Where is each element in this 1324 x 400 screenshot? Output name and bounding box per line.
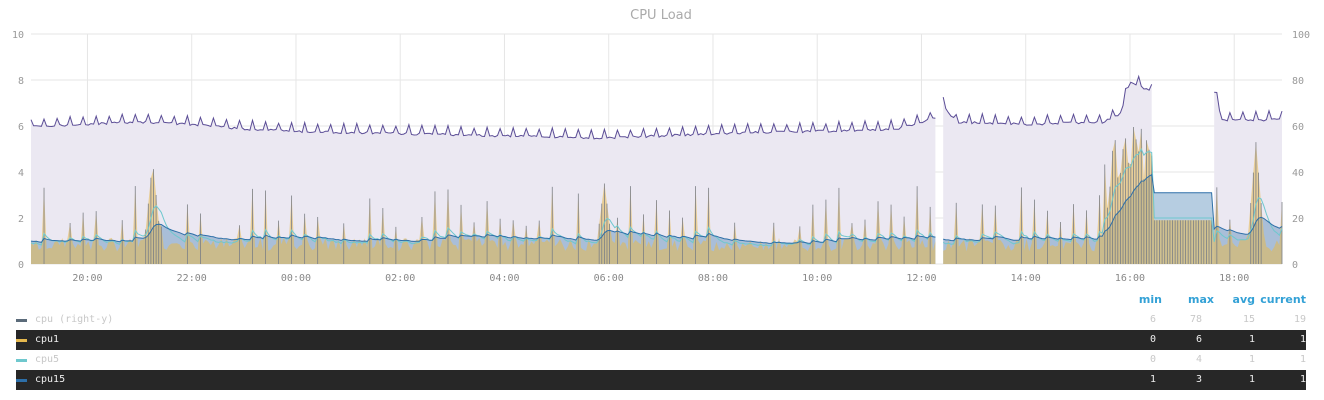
chart-title[interactable]: CPU Load	[630, 8, 692, 23]
x-tick-label: 10:00	[802, 273, 832, 284]
x-tick-label: 20:00	[72, 273, 102, 284]
legend-label-cpu5[interactable]: cpu5	[35, 354, 60, 365]
legend-current-cpu1: 1	[1299, 334, 1306, 345]
axis-labels: 0 0 2 20 4 40 6 60 8 80 10 100 20:00 22:00 00:00 02:00 0…	[12, 30, 1310, 284]
x-tick-label: 18:00	[1219, 273, 1249, 284]
legend-swatch-cpu15[interactable]	[16, 379, 27, 382]
legend-avg-cpu: 15	[1242, 314, 1255, 325]
legend-swatch-cpu5[interactable]	[16, 359, 27, 362]
legend-header: min max avg current	[16, 292, 1306, 310]
legend-row-cpu1[interactable]: cpu1 0 6 1 1	[16, 330, 1306, 350]
x-tick-label: 16:00	[1115, 273, 1145, 284]
series-cpu-line	[30, 111, 936, 140]
legend-current-cpu15: 1	[1299, 374, 1306, 385]
legend-table: min max avg current cpu (right-y) 6 78 1…	[16, 292, 1306, 390]
y-right-tick-label: 0	[1292, 260, 1298, 271]
legend-swatch-cpu1[interactable]	[16, 339, 27, 342]
y-left-tick-label: 6	[18, 122, 24, 133]
legend-label-cpu1[interactable]: cpu1	[35, 334, 60, 345]
y-left-tick-label: 8	[18, 76, 24, 87]
y-right-tick-label: 60	[1292, 122, 1304, 133]
y-right-tick-label: 80	[1292, 76, 1304, 87]
x-tick-label: 06:00	[594, 273, 624, 284]
legend-label-cpu15[interactable]: cpu15	[35, 374, 66, 385]
x-tick-label: 22:00	[177, 273, 207, 284]
legend-current-cpu: 19	[1293, 314, 1306, 325]
x-tick-label: 00:00	[281, 273, 311, 284]
x-tick-label: 14:00	[1011, 273, 1041, 284]
x-tick-label: 04:00	[489, 273, 519, 284]
y-left-tick-label: 4	[18, 168, 24, 179]
legend-row-cpu5[interactable]: cpu5 0 4 1 1	[16, 350, 1306, 370]
x-tick-label: 08:00	[698, 273, 728, 284]
legend-row-cpu15[interactable]: cpu15 1 3 1 1	[16, 370, 1306, 390]
series-cpu15-line	[943, 173, 1283, 242]
legend-min-cpu: 6	[1149, 314, 1156, 325]
legend-label-cpu[interactable]: cpu (right-y)	[35, 314, 114, 325]
legend-avg-cpu1: 1	[1248, 334, 1255, 345]
legend-max-cpu1: 6	[1195, 334, 1202, 345]
legend-row-cpu[interactable]: cpu (right-y) 6 78 15 19	[16, 310, 1306, 330]
legend-max-cpu5: 4	[1195, 354, 1202, 365]
legend-swatch-cpu[interactable]	[16, 319, 27, 322]
legend-current-cpu5: 1	[1299, 354, 1306, 365]
series-cpu1-area	[31, 169, 936, 264]
series-cpu-area	[1214, 92, 1282, 264]
y-left-tick-label: 10	[12, 30, 24, 41]
x-tick-label: 12:00	[906, 273, 936, 284]
y-right-tick-label: 20	[1292, 214, 1304, 225]
series-cpu-line	[1214, 91, 1283, 122]
series-cpu5-line	[942, 148, 1283, 245]
legend-max-cpu15: 3	[1195, 374, 1202, 385]
legend-col-current[interactable]: current	[1260, 293, 1306, 306]
y-left-tick-label: 0	[18, 260, 24, 271]
legend-min-cpu1: 0	[1149, 334, 1156, 345]
series-cpu15-line	[30, 223, 936, 244]
series-cpu-line	[942, 74, 1153, 126]
legend-avg-cpu15: 1	[1248, 374, 1255, 385]
legend-max-cpu: 78	[1189, 314, 1202, 325]
cpu-load-chart: CPU Load 0 0 2 20 4 40 6 60 8 80 10 100 20:00 22:00 00…	[12, 8, 1310, 284]
y-left-tick-label: 2	[18, 214, 24, 225]
legend-col-max[interactable]: max	[1188, 293, 1214, 306]
legend-col-avg[interactable]: avg	[1232, 293, 1255, 306]
legend-min-cpu15: 1	[1149, 374, 1156, 385]
series-layer	[30, 74, 1283, 265]
x-tick-label: 02:00	[385, 273, 415, 284]
legend-col-min[interactable]: min	[1138, 293, 1162, 306]
legend-avg-cpu5: 1	[1248, 354, 1255, 365]
y-right-tick-label: 100	[1292, 30, 1310, 41]
y-right-tick-label: 40	[1292, 168, 1304, 179]
series-cpu5-line	[30, 205, 936, 247]
legend-min-cpu5: 0	[1149, 354, 1156, 365]
